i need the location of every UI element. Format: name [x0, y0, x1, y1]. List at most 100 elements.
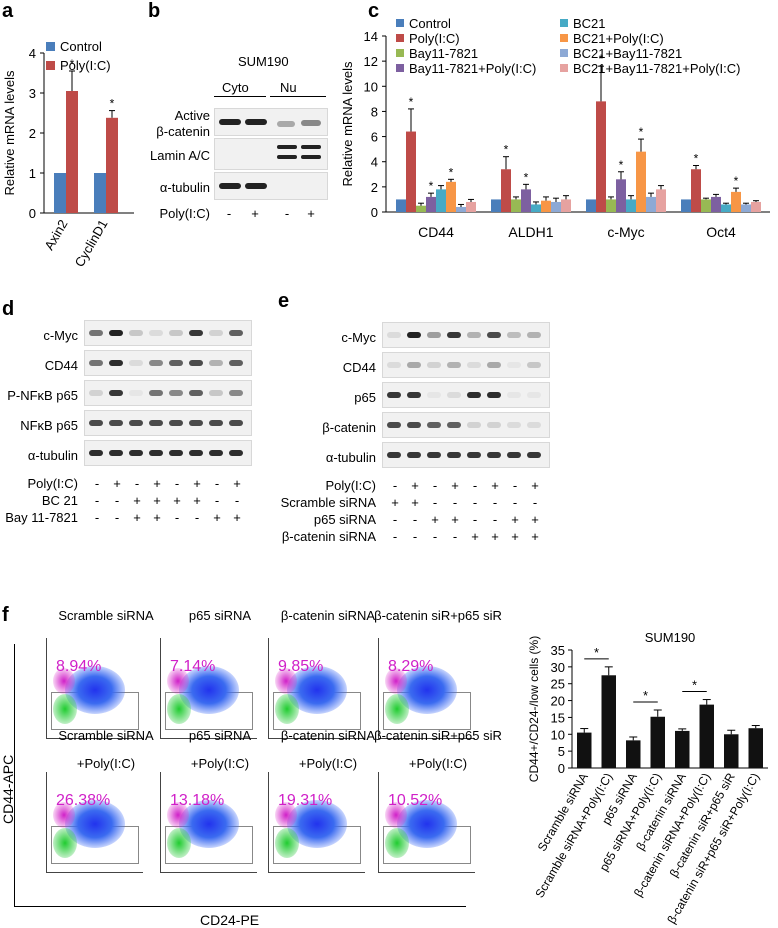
- row-label-lamin: Lamin A/C: [150, 148, 210, 163]
- sign-b-4: +: [307, 206, 315, 221]
- legend-label-c: BC21+Poly(I:C): [573, 31, 664, 46]
- treatment-sign: +: [153, 493, 161, 508]
- treatment-label: Bay 11-7821: [5, 510, 78, 525]
- ytick-label-a: 4: [29, 46, 36, 61]
- cloud-green: [275, 694, 299, 724]
- cloud-green: [167, 694, 191, 724]
- band: [229, 360, 243, 366]
- band: [189, 450, 203, 456]
- band: [149, 330, 163, 336]
- bar-c: [511, 199, 521, 212]
- legend-swatch-c: [560, 64, 568, 72]
- treatment-sign: -: [432, 495, 438, 510]
- band: [487, 332, 501, 338]
- legend-swatch-c: [396, 49, 404, 57]
- band: [149, 390, 163, 396]
- legend-label-a: Control: [60, 39, 102, 54]
- cloud-green: [53, 828, 77, 858]
- band: [427, 452, 441, 458]
- bar-c: [491, 199, 501, 212]
- xtick-label-a: CyclinD1: [72, 217, 111, 270]
- treatment-sign: -: [472, 495, 478, 510]
- band: [89, 420, 103, 426]
- ytick-label-f: 15: [551, 710, 565, 725]
- bar-c: [751, 201, 761, 212]
- band: [229, 420, 243, 426]
- panel-label-e: e: [278, 290, 290, 312]
- treatment-sign: -: [234, 493, 240, 508]
- flow-plot: [160, 772, 257, 873]
- bar-c: [606, 199, 616, 212]
- bar-c: [436, 189, 446, 212]
- ylabel-c: Relative mRNA levels: [340, 61, 355, 186]
- legend-label-c: BC21: [573, 16, 606, 31]
- band: [447, 422, 461, 428]
- bar-c: [596, 101, 606, 212]
- band: [467, 392, 481, 398]
- cloud-green: [385, 828, 409, 858]
- cell-line-label: SUM190: [238, 54, 289, 69]
- bar-c: [541, 200, 551, 212]
- fraction-label-cyto: Cyto: [222, 80, 249, 95]
- band: [507, 332, 521, 338]
- blot-strip: [382, 322, 550, 348]
- band: [189, 330, 203, 336]
- ytick-label-f: 10: [551, 727, 565, 742]
- band: [467, 332, 481, 338]
- ytick-label-c: 0: [371, 205, 378, 220]
- treatment-sign: -: [392, 478, 398, 493]
- band: [427, 332, 441, 338]
- flow-x-axis-label: CD24-PE: [200, 912, 260, 928]
- cloud-green: [167, 828, 191, 858]
- treatment-sign: -: [492, 495, 498, 510]
- band: [387, 452, 401, 458]
- flow-percent: 7.14%: [170, 658, 216, 675]
- ytick-label-f: 35: [551, 643, 565, 658]
- treatment-sign: +: [391, 495, 399, 510]
- band: [447, 392, 461, 398]
- band: [169, 420, 183, 426]
- treatment-sign: +: [471, 529, 479, 544]
- bar-c: [636, 151, 646, 212]
- bar-c: [406, 131, 416, 212]
- treatment-sign: -: [452, 495, 458, 510]
- treatment-sign: +: [133, 510, 141, 525]
- band: [129, 450, 143, 456]
- legend-label-c: Bay11-7821+Poly(I:C): [409, 61, 536, 76]
- treatment-sign: +: [431, 512, 439, 527]
- bar-c: [616, 179, 626, 212]
- band: [527, 332, 541, 338]
- row-label: c-Myc: [341, 330, 376, 345]
- band: [149, 360, 163, 366]
- band: [89, 390, 103, 396]
- treatment-sign: -: [194, 510, 200, 525]
- legend-label-c: Poly(I:C): [409, 31, 460, 46]
- treatment-label-b: Poly(I:C): [159, 206, 210, 221]
- blot-tubulin: [214, 172, 328, 200]
- bar-c: [561, 199, 571, 212]
- flow-plot-title: p65 siRNA: [188, 608, 252, 623]
- row-label: α-tubulin: [325, 450, 376, 465]
- band: [229, 450, 243, 456]
- band: [407, 422, 421, 428]
- xtick-label-a: Axin2: [41, 217, 70, 253]
- panel-label-b: b: [148, 0, 161, 22]
- flow-percent: 8.29%: [388, 658, 434, 675]
- band: [487, 392, 501, 398]
- sig-f: *: [643, 688, 648, 703]
- legend-swatch-a: [46, 61, 55, 70]
- bar-c: [711, 196, 721, 212]
- flow-cytometry-grid: Scramble siRNA 8.94% p65 siRNA 7.14% β-cat…: [0, 600, 530, 928]
- cyto-line: [214, 96, 266, 97]
- treatment-sign: -: [412, 512, 418, 527]
- treatment-sign: +: [491, 478, 499, 493]
- bar-c: [416, 205, 426, 212]
- treatment-sign: -: [512, 478, 518, 493]
- legend-label-a: Poly(I:C): [60, 58, 111, 73]
- band: [407, 332, 421, 338]
- band: [109, 420, 123, 426]
- blot-strip: [382, 352, 550, 378]
- bar-a-Control: [94, 173, 106, 213]
- cloud-magenta: [385, 802, 407, 828]
- band: [209, 450, 223, 456]
